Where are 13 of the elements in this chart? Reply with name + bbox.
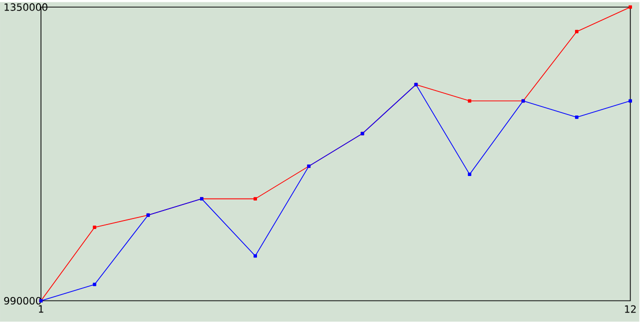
x-tick-label: 1 xyxy=(38,305,44,313)
point xyxy=(254,197,257,201)
x-tick-label: 12 xyxy=(625,305,636,313)
point xyxy=(575,116,578,120)
point xyxy=(628,6,632,9)
point xyxy=(468,172,472,176)
point xyxy=(628,99,632,103)
point xyxy=(254,254,257,258)
point xyxy=(92,226,96,230)
y-tick-label: 1350000 xyxy=(4,3,48,12)
point xyxy=(468,99,472,103)
point xyxy=(575,30,578,34)
y-tick-label: 990000 xyxy=(4,297,42,305)
